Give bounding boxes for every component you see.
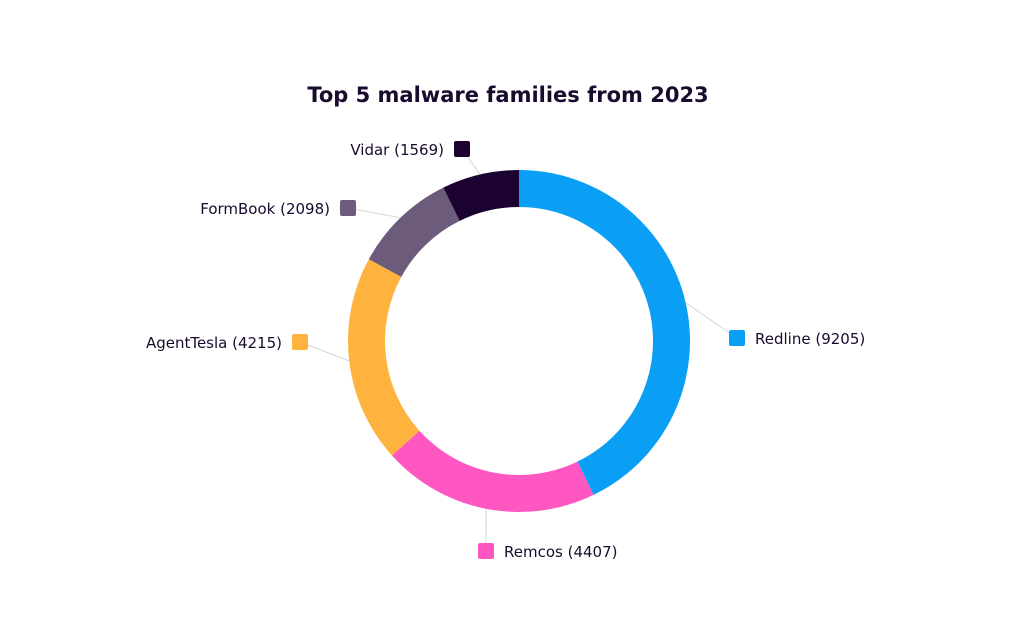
marker-formbook <box>340 200 356 216</box>
chart-title: Top 5 malware families from 2023 <box>307 83 708 107</box>
slice-agenttesla <box>347 259 420 456</box>
label-vidar: Vidar (1569) <box>350 141 444 159</box>
marker-vidar <box>454 141 470 157</box>
leader-line-agenttesla <box>299 341 350 362</box>
marker-redline <box>729 330 745 346</box>
slice-remcos <box>391 430 594 512</box>
slice-vidar <box>443 170 519 221</box>
label-remcos: Remcos (4407) <box>504 543 617 561</box>
label-agenttesla: AgentTesla (4215) <box>146 334 282 352</box>
label-formbook: FormBook (2098) <box>200 200 330 218</box>
marker-agenttesla <box>292 334 308 350</box>
leader-lines-group <box>299 148 738 552</box>
marker-remcos <box>478 543 494 559</box>
slice-formbook <box>368 187 460 277</box>
labels-group: Redline (9205) Remcos (4407) AgentTesla (4… <box>146 141 865 561</box>
slice-redline <box>519 170 690 495</box>
slices-group <box>347 170 690 512</box>
leader-line-redline <box>685 302 738 339</box>
leader-line-formbook <box>347 207 401 219</box>
label-redline: Redline (9205) <box>755 330 865 348</box>
